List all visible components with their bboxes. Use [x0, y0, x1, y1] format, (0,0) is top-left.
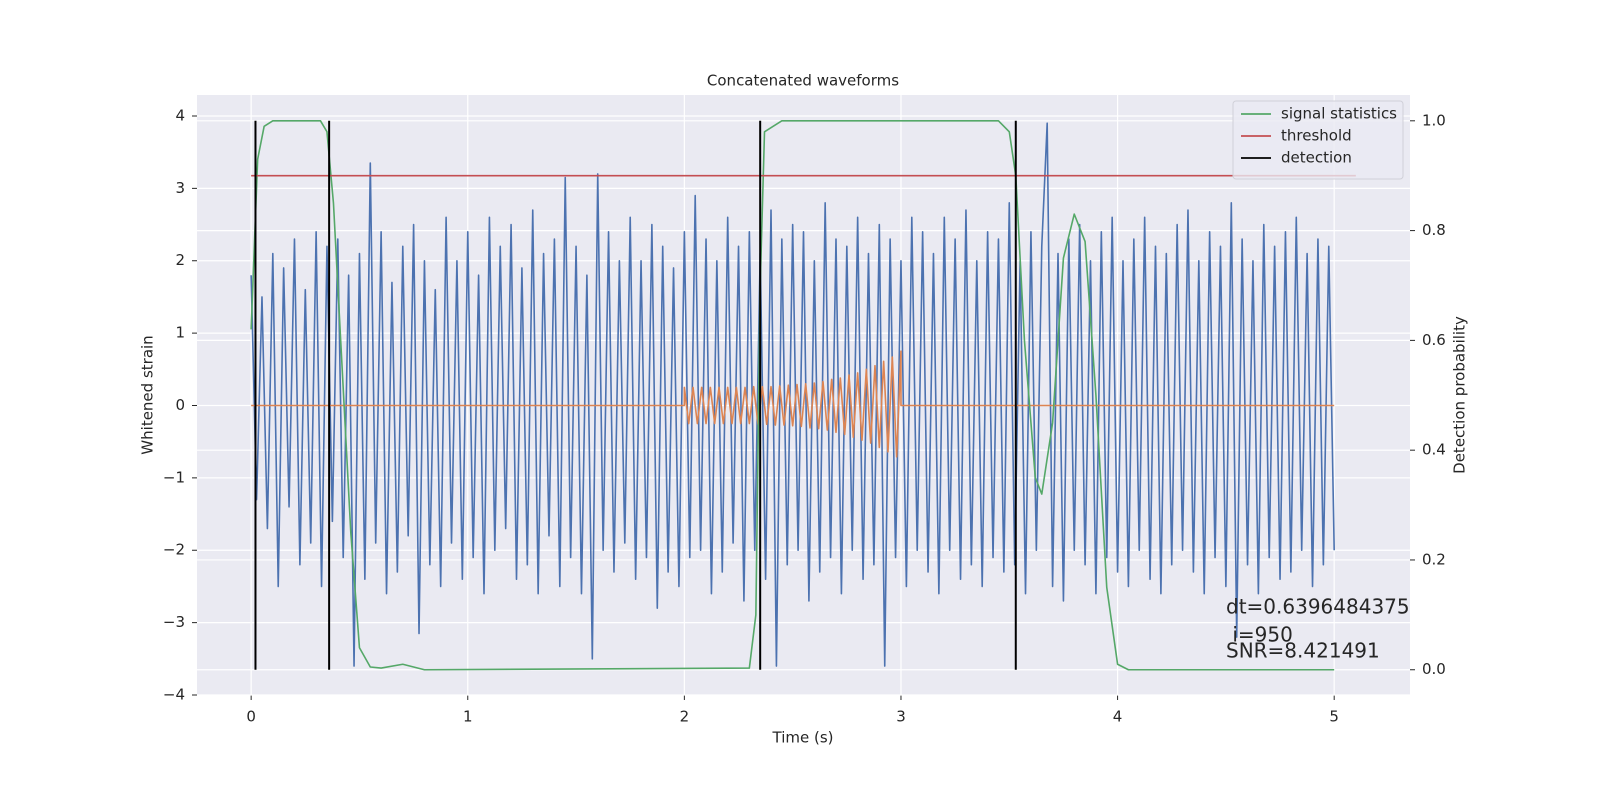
- y2-tick-label: 1.0: [1422, 111, 1446, 129]
- annotation: i=950: [1226, 623, 1293, 647]
- y-tick-label: −1: [163, 468, 185, 486]
- y-axis-label: Whitened strain: [139, 335, 157, 454]
- y-tick-label: −2: [163, 541, 185, 559]
- y-tick-label: 2: [175, 251, 185, 269]
- series-line: [250, 122, 1335, 667]
- y-tick-label: 0: [175, 396, 185, 414]
- x-tick-label: 5: [1329, 708, 1339, 726]
- x-tick-label: 4: [1113, 708, 1123, 726]
- legend-label: detection: [1281, 149, 1352, 167]
- x-tick-label: 3: [896, 708, 906, 726]
- annotation: SNR=8.421491: [1226, 639, 1380, 663]
- y2-tick-label: 0.8: [1422, 221, 1446, 239]
- x-tick-label: 1: [463, 708, 473, 726]
- series-line: [251, 350, 1335, 458]
- y2-axis-label: Detection probability: [1451, 316, 1469, 474]
- legend-box: [1232, 100, 1404, 180]
- x-tick-label: 2: [680, 708, 690, 726]
- y2-tick-label: 0.6: [1422, 331, 1446, 349]
- y2-tick-label: 0.2: [1422, 550, 1446, 568]
- annotation: dt=0.6396484375: [1226, 595, 1410, 619]
- y-tick-label: −3: [163, 613, 185, 631]
- series-line: [250, 120, 1335, 671]
- y-tick-label: −4: [163, 686, 185, 704]
- y2-tick-label: 0.0: [1422, 660, 1446, 678]
- y2-tick-label: 0.4: [1422, 441, 1446, 459]
- y-tick-label: 4: [175, 106, 185, 124]
- y-tick-label: 3: [175, 179, 185, 197]
- x-tick-label: 0: [246, 708, 256, 726]
- x-axis-label: Time (s): [772, 729, 834, 747]
- chart-title: Concatenated waveforms: [707, 72, 899, 90]
- legend-label: threshold: [1281, 127, 1352, 145]
- y-tick-label: 1: [175, 324, 185, 342]
- legend-label: signal statistics: [1281, 105, 1397, 123]
